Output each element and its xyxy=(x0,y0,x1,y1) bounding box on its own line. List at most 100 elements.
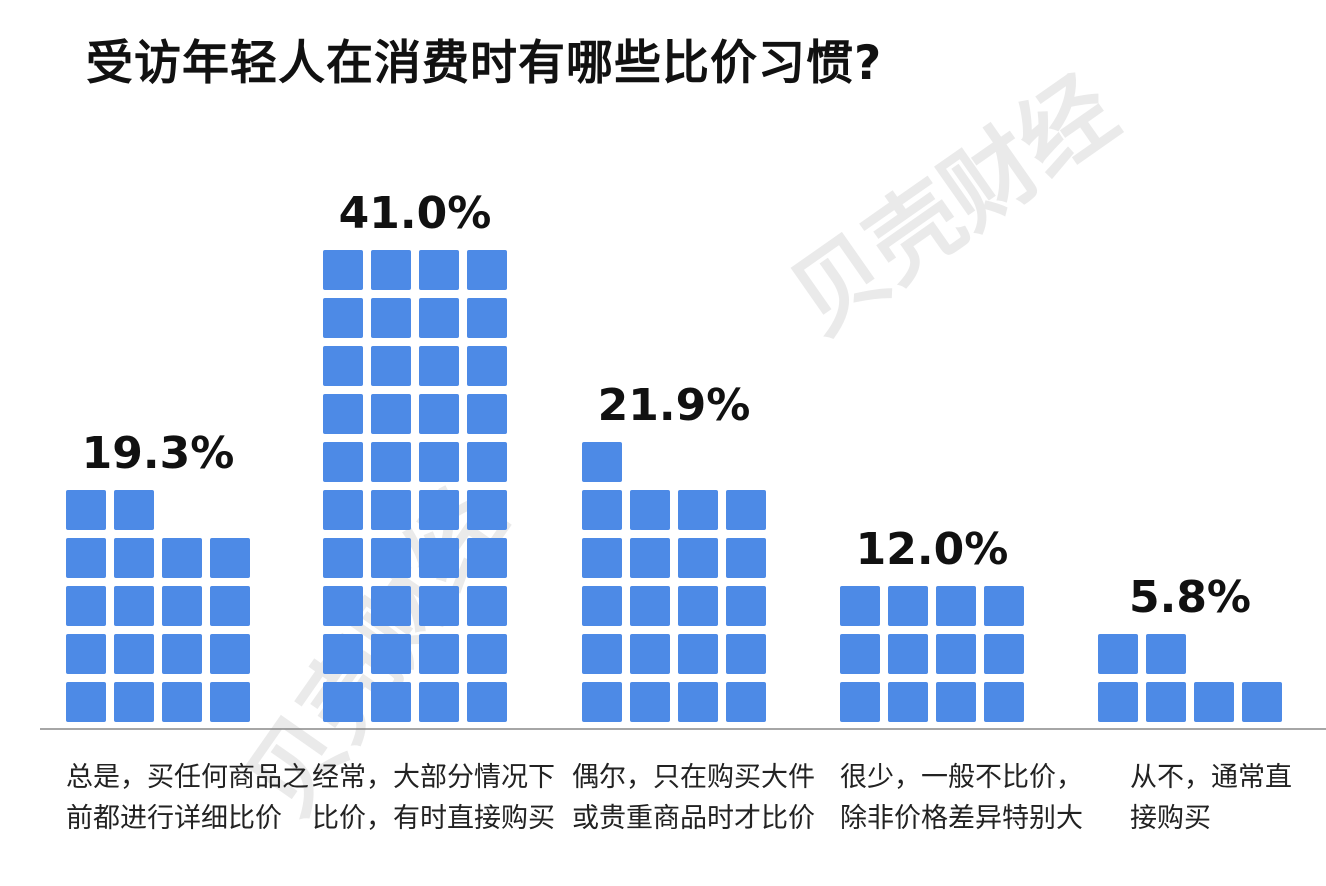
bar-block xyxy=(66,586,106,626)
bar-block xyxy=(210,634,250,674)
bar-block xyxy=(467,490,507,530)
labels-layer: 19.3% 41.0% 21.9% 12.0% 5.8% xyxy=(82,188,1251,623)
bar-block xyxy=(210,538,250,578)
bar-block xyxy=(66,634,106,674)
bar-block xyxy=(419,298,459,338)
bar-block xyxy=(114,682,154,722)
bar-block xyxy=(1242,682,1282,722)
bar-block xyxy=(984,586,1024,626)
bar-block xyxy=(467,394,507,434)
bar-block xyxy=(323,634,363,674)
bar-block xyxy=(678,586,718,626)
category-label-always: 总是，买任何商品之前都进行详细比价 xyxy=(66,762,309,834)
bar-block xyxy=(371,586,411,626)
bar-block xyxy=(726,538,766,578)
bar-block xyxy=(678,634,718,674)
bar-block xyxy=(630,586,670,626)
bar-block xyxy=(1146,634,1186,674)
bar-block xyxy=(582,634,622,674)
bar-block xyxy=(114,586,154,626)
bar-block xyxy=(419,394,459,434)
bar-block xyxy=(467,298,507,338)
bar-block xyxy=(582,682,622,722)
bar-block xyxy=(1194,682,1234,722)
bar-block xyxy=(678,538,718,578)
category-label-rarely: 很少，一般不比价，除非价格差异特别大 xyxy=(840,762,1083,834)
bar-block xyxy=(371,634,411,674)
data-label: 41.0% xyxy=(339,188,492,239)
bar-block xyxy=(840,682,880,722)
bar-block xyxy=(630,682,670,722)
bar-block xyxy=(371,394,411,434)
bar-block xyxy=(467,250,507,290)
data-label: 5.8% xyxy=(1129,572,1251,623)
bar-block xyxy=(371,346,411,386)
bar-block xyxy=(1098,682,1138,722)
bar-block xyxy=(66,538,106,578)
bar-block xyxy=(984,634,1024,674)
bar-block xyxy=(840,634,880,674)
bar-block xyxy=(323,394,363,434)
bar-block xyxy=(888,682,928,722)
bar-block xyxy=(66,490,106,530)
bar-block xyxy=(323,490,363,530)
bar-block xyxy=(114,538,154,578)
bar-block xyxy=(630,490,670,530)
bar-block xyxy=(726,682,766,722)
bar-block xyxy=(936,634,976,674)
bar-block xyxy=(1146,682,1186,722)
bar-block xyxy=(936,682,976,722)
bar-block xyxy=(419,682,459,722)
bar-block xyxy=(419,442,459,482)
bar-block xyxy=(467,442,507,482)
bar-block xyxy=(582,490,622,530)
bar-block xyxy=(678,490,718,530)
bar-block xyxy=(467,586,507,626)
bar-block xyxy=(371,490,411,530)
bar-block xyxy=(323,250,363,290)
category-label-sometimes: 偶尔，只在购买大件或贵重商品时才比价 xyxy=(572,762,815,834)
data-label: 12.0% xyxy=(856,524,1009,575)
bar-block xyxy=(936,586,976,626)
category-label-never: 从不，通常直接购买 xyxy=(1130,762,1292,834)
bar-block xyxy=(66,682,106,722)
bar-block xyxy=(323,586,363,626)
bar-block xyxy=(984,682,1024,722)
bar-block xyxy=(162,682,202,722)
bar-block xyxy=(467,682,507,722)
bar-block xyxy=(419,250,459,290)
bar-block xyxy=(888,586,928,626)
data-label: 21.9% xyxy=(598,380,751,431)
data-label: 19.3% xyxy=(82,428,235,479)
bar-block xyxy=(582,538,622,578)
bar-block xyxy=(114,634,154,674)
bar-block xyxy=(371,538,411,578)
bar-block xyxy=(323,298,363,338)
bar-block xyxy=(582,586,622,626)
bar-block xyxy=(323,538,363,578)
bar-block xyxy=(419,538,459,578)
bar-block xyxy=(419,634,459,674)
bar-block xyxy=(678,682,718,722)
bar-block xyxy=(323,682,363,722)
bar-block xyxy=(467,538,507,578)
bar-block xyxy=(467,346,507,386)
chart-title: 受访年轻人在消费时有哪些比价习惯? xyxy=(86,36,883,91)
bar-block xyxy=(323,442,363,482)
bar-block xyxy=(888,634,928,674)
bar-block xyxy=(419,346,459,386)
bar-block xyxy=(210,682,250,722)
bar-block xyxy=(467,634,507,674)
bar-block xyxy=(162,586,202,626)
bar-block xyxy=(726,634,766,674)
bar-block xyxy=(162,634,202,674)
bar-block xyxy=(371,298,411,338)
bar-block xyxy=(419,490,459,530)
bar-block xyxy=(630,538,670,578)
bar-block xyxy=(582,442,622,482)
blocks-layer xyxy=(66,250,1282,722)
bar-block xyxy=(630,634,670,674)
bar-block xyxy=(726,490,766,530)
bar-block xyxy=(419,586,459,626)
